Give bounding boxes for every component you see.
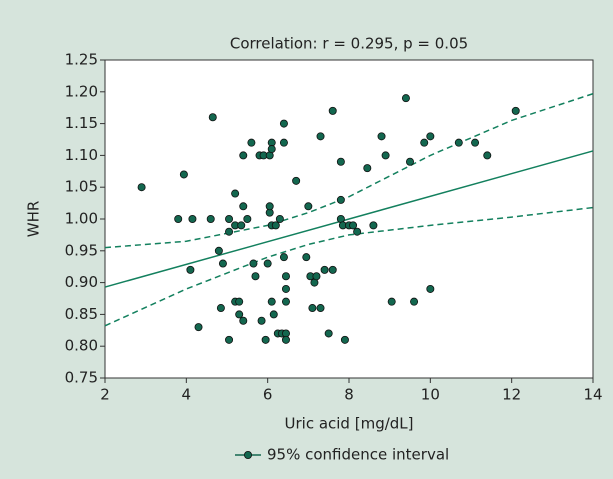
chart-title: Correlation: r = 0.295, p = 0.05 [230,35,468,53]
point [251,272,260,281]
point [279,138,288,147]
point [316,132,325,141]
point [235,297,244,306]
point [328,106,337,115]
point [420,138,429,147]
point [225,214,234,223]
x-tick-label: 8 [344,386,354,404]
point [369,221,378,230]
point [454,138,463,147]
x-tick-label: 14 [583,386,602,404]
point [324,329,333,338]
point [511,106,520,115]
point [186,265,195,274]
y-tick-label: 1.05 [65,178,98,196]
point [304,202,313,211]
legend-symbol-point [243,450,252,459]
point [174,214,183,223]
point [279,119,288,128]
x-tick-label: 12 [502,386,521,404]
point [208,113,217,122]
point [302,253,311,262]
fit-line [104,206,594,327]
point [267,145,276,154]
y-tick-label: 0.85 [65,305,98,323]
point [336,157,345,166]
point [340,335,349,344]
point [401,94,410,103]
point [281,297,290,306]
point [312,272,321,281]
y-axis-label: WHR [25,201,43,238]
point [247,138,256,147]
legend-label: 95% confidence interval [267,446,449,464]
point [483,151,492,160]
point [206,214,215,223]
point [353,227,362,236]
x-axis-label: Uric acid [mg/dL] [285,415,414,433]
point [265,202,274,211]
y-tick-label: 1.25 [65,51,98,69]
y-tick-label: 0.80 [65,337,98,355]
point [381,151,390,160]
y-tick-label: 1.00 [65,210,98,228]
x-tick-label: 10 [421,386,440,404]
point [267,297,276,306]
point [320,265,329,274]
x-tick-label: 2 [100,386,110,404]
point [363,164,372,173]
point [279,253,288,262]
point [426,132,435,141]
point [292,176,301,185]
point [216,304,225,313]
point [349,221,358,230]
point [188,214,197,223]
point [263,259,272,268]
point [405,157,414,166]
point [316,304,325,313]
point [281,284,290,293]
point [194,323,203,332]
y-tick-label: 1.10 [65,146,98,164]
y-tick-label: 0.90 [65,273,98,291]
y-tick-label: 0.75 [65,369,98,387]
point [249,259,258,268]
point [225,335,234,344]
y-tick-label: 1.20 [65,82,98,100]
point [179,170,188,179]
point [231,189,240,198]
point [214,246,223,255]
point [271,221,280,230]
point [257,316,266,325]
point [235,310,244,319]
fit-line [104,150,594,288]
point [137,183,146,192]
point [387,297,396,306]
point [426,284,435,293]
point [308,304,317,313]
point [410,297,419,306]
point [261,335,270,344]
point [377,132,386,141]
point [471,138,480,147]
point [328,265,337,274]
point [269,310,278,319]
point [218,259,227,268]
point [239,316,248,325]
point [243,214,252,223]
point [336,195,345,204]
y-tick-label: 1.15 [65,114,98,132]
x-tick-label: 4 [182,386,192,404]
point [239,151,248,160]
point [237,221,246,230]
x-tick-label: 6 [263,386,273,404]
fit-line [104,92,594,249]
point [281,335,290,344]
point [225,227,234,236]
point [281,272,290,281]
point [239,202,248,211]
point [275,214,284,223]
y-tick-label: 0.95 [65,241,98,259]
